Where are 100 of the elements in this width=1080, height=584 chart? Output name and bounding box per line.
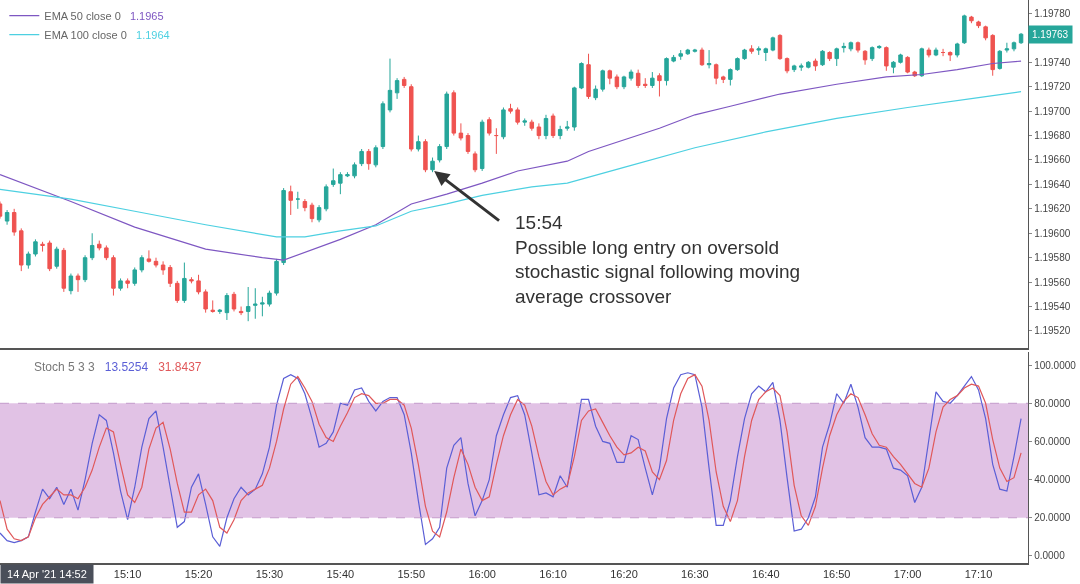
candlestick xyxy=(359,148,364,167)
candlestick xyxy=(89,232,95,261)
candlestick xyxy=(586,53,591,100)
candlestick xyxy=(884,45,889,72)
candlestick xyxy=(855,41,861,54)
candlestick xyxy=(281,187,286,266)
y-tick-label: 1.19560 xyxy=(1034,276,1071,288)
candlestick xyxy=(770,36,776,52)
candlestick xyxy=(671,54,676,63)
candlestick xyxy=(664,56,669,86)
y-tick-label: 1.19660 xyxy=(1034,154,1071,166)
y-tick-label: 1.19680 xyxy=(1034,130,1071,142)
text: 14 Apr '21 14:52 xyxy=(4,568,90,580)
candlestick xyxy=(962,14,967,45)
candlestick xyxy=(692,48,698,54)
candlestick xyxy=(189,276,194,284)
candlestick xyxy=(316,204,322,223)
candlestick xyxy=(536,122,542,140)
candlestick xyxy=(919,47,925,78)
candlestick xyxy=(4,209,10,226)
y-tick-label: 1.19540 xyxy=(1034,301,1071,313)
x-tick-label: 15:30 xyxy=(255,567,284,580)
candlestick xyxy=(685,48,691,56)
candlestick xyxy=(75,273,81,293)
candlestick xyxy=(61,247,67,293)
candlestick xyxy=(784,56,790,74)
text: Stoch 5 3 3 xyxy=(34,360,95,374)
candlestick xyxy=(763,47,769,62)
candlestick xyxy=(331,168,336,188)
candlestick xyxy=(153,257,159,268)
candlestick xyxy=(11,208,17,237)
candlestick xyxy=(848,41,854,52)
candlestick xyxy=(565,120,570,132)
candlestick xyxy=(869,45,875,62)
candlestick xyxy=(125,277,130,289)
x-tick-label: 15:10 xyxy=(113,567,142,580)
annotation: 1.19763 xyxy=(1032,29,1069,40)
candlestick xyxy=(735,56,740,72)
candlestick xyxy=(713,63,719,85)
y-tick-label: 60.0000 xyxy=(1034,435,1071,447)
candlestick xyxy=(465,132,471,155)
candlestick xyxy=(68,273,74,295)
candlestick xyxy=(33,238,38,257)
candlestick xyxy=(295,191,301,210)
candlestick xyxy=(54,246,59,270)
candlestick xyxy=(891,60,896,74)
candlestick xyxy=(508,103,513,115)
candlestick xyxy=(593,84,598,101)
candlestick xyxy=(614,74,620,90)
candlestick xyxy=(969,15,974,24)
annotation: 13.5254 xyxy=(104,360,149,374)
candlestick xyxy=(990,33,995,77)
candlestick xyxy=(323,183,329,212)
candlestick xyxy=(26,251,31,270)
candlestick xyxy=(472,150,478,173)
y-tick-label: 1.19520 xyxy=(1034,325,1071,337)
candlestick xyxy=(394,77,400,100)
candlestick xyxy=(210,299,215,314)
candlestick xyxy=(401,76,407,89)
candlestick xyxy=(458,122,464,141)
candlestick xyxy=(175,280,180,304)
candlestick xyxy=(657,72,662,97)
line-series xyxy=(0,60,1022,261)
candlestick xyxy=(217,308,223,315)
candlestick xyxy=(338,171,343,195)
candlestick xyxy=(97,240,102,251)
candlestick xyxy=(352,161,357,179)
x-tick-label: 16:20 xyxy=(610,567,638,580)
y-tick-label: 1.19620 xyxy=(1034,203,1071,215)
candlestick xyxy=(451,89,457,137)
candlestick xyxy=(309,202,315,223)
candlestick xyxy=(118,277,123,292)
candlestick xyxy=(146,249,152,264)
candlestick xyxy=(409,83,414,152)
candlestick xyxy=(600,69,605,93)
candlestick xyxy=(550,113,556,139)
candlestick xyxy=(167,264,173,288)
line-series xyxy=(0,91,1022,238)
candlestick xyxy=(749,44,754,55)
y-tick-label: 80.0000 xyxy=(1034,397,1071,409)
candlestick xyxy=(628,69,634,82)
legend-label: EMA 100 close 0 xyxy=(44,28,127,41)
candlestick xyxy=(834,47,839,67)
candlestick xyxy=(643,77,648,89)
candlestick xyxy=(444,91,449,150)
candlestick xyxy=(224,292,230,321)
candlestick xyxy=(245,286,251,322)
candlestick xyxy=(380,100,386,150)
candlestick xyxy=(111,254,116,297)
candlestick xyxy=(104,244,109,261)
candlestick xyxy=(253,287,258,320)
candlestick xyxy=(543,114,549,140)
candlestick xyxy=(926,47,932,58)
candlestick xyxy=(373,144,379,168)
y-tick-label: 1.19700 xyxy=(1034,105,1071,117)
x-tick-label: 16:40 xyxy=(752,567,780,580)
candlestick xyxy=(898,53,903,65)
candlestick xyxy=(799,63,804,72)
candlestick xyxy=(827,50,832,62)
y-tick-label: 40.0000 xyxy=(1034,474,1071,486)
